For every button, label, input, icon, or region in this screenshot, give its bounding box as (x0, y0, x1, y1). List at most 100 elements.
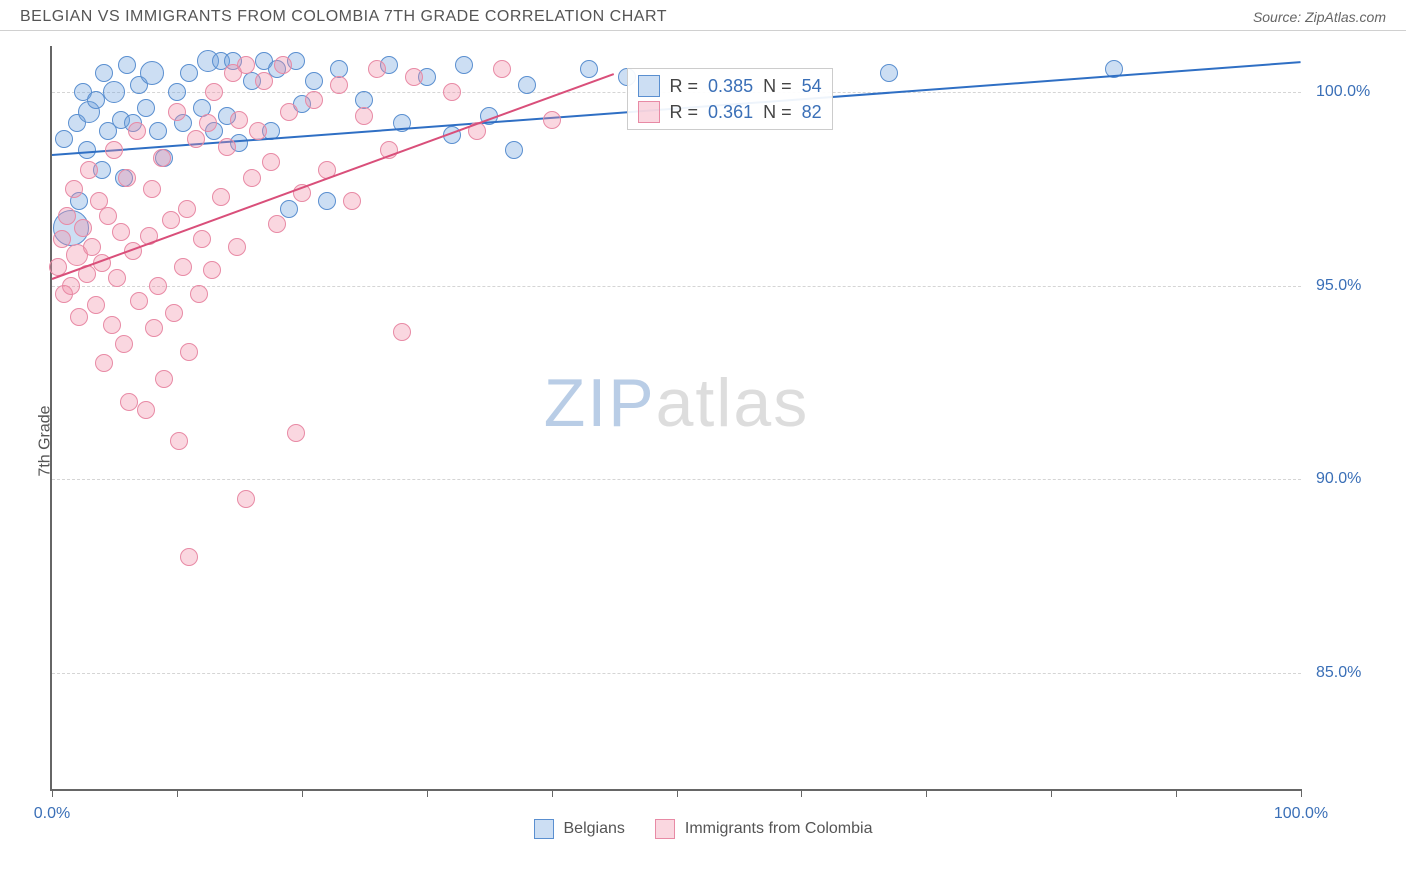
scatter-point (153, 149, 171, 167)
stats-r-value: 0.385 (708, 76, 753, 97)
y-tick-label: 100.0% (1316, 83, 1396, 101)
scatter-point (145, 319, 163, 337)
stats-n-label: N = (763, 76, 792, 97)
x-tick (677, 789, 678, 797)
scatter-point (130, 292, 148, 310)
scatter-point (280, 200, 298, 218)
scatter-point (880, 64, 898, 82)
legend-item: Belgians (534, 819, 625, 839)
stats-n-value: 54 (802, 76, 822, 97)
scatter-point (343, 192, 361, 210)
scatter-point (70, 308, 88, 326)
scatter-point (180, 548, 198, 566)
scatter-point (87, 296, 105, 314)
scatter-point (95, 64, 113, 82)
scatter-point (228, 238, 246, 256)
scatter-point (168, 83, 186, 101)
plot-area: ZIPatlas 85.0%90.0%95.0%100.0%0.0%100.0%… (50, 46, 1301, 791)
scatter-point (165, 304, 183, 322)
scatter-point (330, 76, 348, 94)
scatter-point (137, 99, 155, 117)
scatter-point (174, 258, 192, 276)
scatter-point (368, 60, 386, 78)
scatter-point (53, 230, 71, 248)
scatter-point (455, 56, 473, 74)
stats-r-label: R = (670, 76, 699, 97)
scatter-point (149, 122, 167, 140)
scatter-point (405, 68, 423, 86)
scatter-point (140, 61, 164, 85)
scatter-point (87, 91, 105, 109)
scatter-point (103, 81, 125, 103)
y-tick-label: 95.0% (1316, 277, 1396, 295)
x-tick (1051, 789, 1052, 797)
scatter-point (143, 180, 161, 198)
scatter-point (65, 180, 83, 198)
scatter-point (190, 285, 208, 303)
scatter-point (237, 56, 255, 74)
x-tick (552, 789, 553, 797)
scatter-point (115, 335, 133, 353)
scatter-point (218, 138, 236, 156)
watermark: ZIPatlas (544, 364, 809, 442)
scatter-point (237, 490, 255, 508)
scatter-point (580, 60, 598, 78)
scatter-point (178, 200, 196, 218)
scatter-point (180, 343, 198, 361)
scatter-point (80, 161, 98, 179)
scatter-point (162, 211, 180, 229)
scatter-point (249, 122, 267, 140)
stats-r-value: 0.361 (708, 102, 753, 123)
y-tick-label: 85.0% (1316, 664, 1396, 682)
scatter-point (518, 76, 536, 94)
scatter-point (105, 141, 123, 159)
scatter-point (243, 169, 261, 187)
scatter-point (255, 72, 273, 90)
scatter-point (74, 219, 92, 237)
scatter-point (230, 111, 248, 129)
stats-r-label: R = (670, 102, 699, 123)
scatter-point (305, 72, 323, 90)
scatter-point (118, 56, 136, 74)
legend-item: Immigrants from Colombia (655, 819, 873, 839)
scatter-point (55, 130, 73, 148)
x-tick (52, 789, 53, 797)
scatter-point (95, 354, 113, 372)
stats-row: R = 0.385 N = 54 (634, 73, 826, 99)
scatter-point (118, 169, 136, 187)
scatter-point (108, 269, 126, 287)
stats-n-value: 82 (802, 102, 822, 123)
scatter-point (137, 401, 155, 419)
chart-header: BELGIAN VS IMMIGRANTS FROM COLOMBIA 7TH … (0, 0, 1406, 31)
legend-swatch (655, 819, 675, 839)
scatter-point (205, 83, 223, 101)
x-tick (926, 789, 927, 797)
scatter-point (149, 277, 167, 295)
scatter-point (62, 277, 80, 295)
scatter-point (274, 56, 292, 74)
scatter-point (268, 215, 286, 233)
legend-label: Immigrants from Colombia (685, 820, 873, 838)
x-tick (177, 789, 178, 797)
trend-line (52, 73, 615, 280)
scatter-point (103, 316, 121, 334)
scatter-point (99, 207, 117, 225)
x-tick (427, 789, 428, 797)
stats-n-label: N = (763, 102, 792, 123)
scatter-point (168, 103, 186, 121)
scatter-point (493, 60, 511, 78)
scatter-point (280, 103, 298, 121)
scatter-point (212, 188, 230, 206)
scatter-point (58, 207, 76, 225)
scatter-point (187, 130, 205, 148)
scatter-point (170, 432, 188, 450)
scatter-point (355, 107, 373, 125)
legend-swatch (638, 75, 660, 97)
scatter-point (193, 230, 211, 248)
scatter-point (318, 192, 336, 210)
legend-label: Belgians (564, 820, 625, 838)
gridline-h (52, 286, 1301, 287)
scatter-point (393, 323, 411, 341)
scatter-point (443, 83, 461, 101)
scatter-point (262, 153, 280, 171)
